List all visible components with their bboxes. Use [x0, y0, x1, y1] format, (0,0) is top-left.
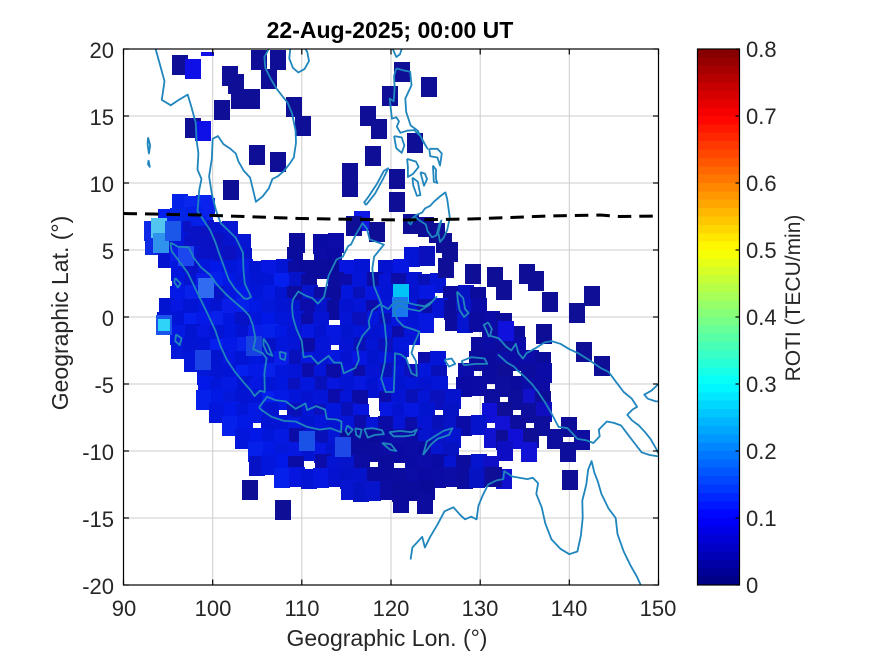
svg-text:0.3: 0.3 [746, 372, 777, 397]
svg-text:150: 150 [640, 596, 677, 621]
svg-text:0: 0 [102, 306, 114, 331]
svg-text:-20: -20 [82, 574, 114, 599]
svg-text:15: 15 [90, 105, 114, 130]
svg-text:22-Aug-2025; 00:00 UT: 22-Aug-2025; 00:00 UT [267, 17, 514, 43]
svg-text:120: 120 [373, 596, 410, 621]
svg-text:110: 110 [284, 596, 319, 621]
svg-text:10: 10 [90, 172, 114, 197]
svg-text:0.1: 0.1 [746, 506, 777, 531]
svg-text:Geographic Lat. (°): Geographic Lat. (°) [47, 216, 73, 411]
svg-text:0: 0 [746, 573, 758, 598]
svg-text:ROTI (TECU/min): ROTI (TECU/min) [782, 215, 805, 382]
svg-text:100: 100 [195, 596, 232, 621]
svg-text:0.8: 0.8 [746, 37, 777, 62]
svg-text:-10: -10 [82, 440, 114, 465]
svg-text:0.2: 0.2 [746, 439, 777, 464]
svg-text:0.4: 0.4 [746, 305, 777, 330]
svg-text:90: 90 [112, 596, 136, 621]
svg-text:20: 20 [90, 38, 114, 63]
svg-text:0.5: 0.5 [746, 238, 777, 263]
svg-text:-15: -15 [82, 507, 114, 532]
svg-text:Geographic Lon. (°): Geographic Lon. (°) [287, 625, 488, 651]
svg-text:130: 130 [462, 596, 499, 621]
svg-text:-5: -5 [94, 373, 114, 398]
svg-text:0.7: 0.7 [746, 104, 777, 129]
svg-text:140: 140 [551, 596, 588, 621]
svg-text:0.6: 0.6 [746, 171, 777, 196]
svg-text:5: 5 [102, 239, 114, 264]
